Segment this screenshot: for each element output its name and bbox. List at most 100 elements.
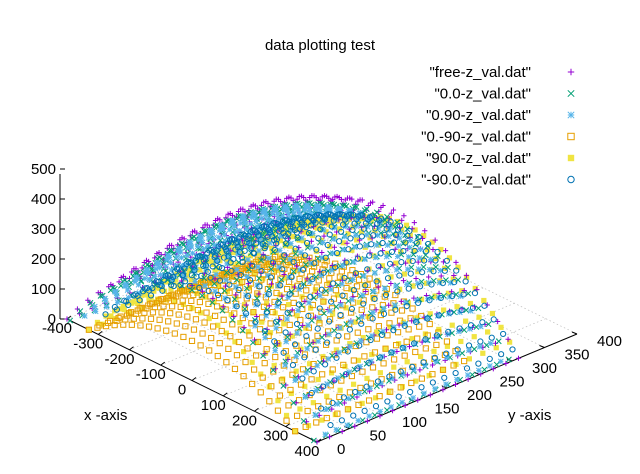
- data-point: [201, 275, 208, 282]
- data-point: [312, 346, 319, 353]
- data-point: [308, 238, 315, 244]
- data-point: [133, 266, 139, 272]
- data-point: [420, 257, 426, 263]
- data-point: [390, 207, 397, 213]
- data-point: [400, 371, 406, 377]
- data-point: [253, 301, 260, 308]
- data-point: [364, 418, 370, 424]
- data-point: [345, 231, 351, 237]
- data-point: [273, 289, 280, 297]
- data-point: [395, 243, 402, 249]
- data-point: [167, 310, 174, 317]
- data-point: [505, 356, 512, 363]
- data-point: [245, 293, 252, 300]
- data-point: [338, 377, 345, 384]
- data-point: [344, 333, 351, 340]
- data-point: [216, 340, 223, 347]
- data-point: [326, 331, 333, 338]
- data-point: [199, 239, 206, 246]
- y-tick-label: 350: [565, 347, 590, 364]
- data-point: [412, 348, 419, 356]
- data-point: [265, 332, 272, 339]
- data-point: [277, 282, 284, 289]
- data-point: [339, 428, 345, 435]
- data-point: [288, 390, 294, 397]
- data-point: [307, 210, 314, 217]
- data-point: [236, 249, 244, 256]
- data-point: [159, 295, 166, 303]
- data-point: [233, 352, 241, 359]
- data-point: [349, 267, 356, 274]
- data-point: [159, 287, 166, 294]
- data-point: [404, 372, 410, 378]
- data-point: [198, 235, 205, 241]
- data-point: [354, 329, 361, 336]
- data-point: [391, 302, 398, 309]
- data-point: [157, 282, 164, 289]
- data-point: [132, 310, 139, 317]
- data-point: [359, 211, 366, 219]
- data-point: [449, 292, 456, 300]
- data-point: [382, 291, 390, 298]
- data-point: [190, 326, 198, 333]
- data-point: [374, 378, 382, 385]
- data-point: [210, 295, 216, 301]
- data-point: [214, 257, 221, 264]
- data-point: [378, 308, 385, 315]
- data-point: [265, 272, 271, 279]
- data-point: [326, 231, 333, 238]
- data-point: [373, 307, 379, 313]
- data-point: [400, 278, 407, 284]
- y-tick-label: 200: [467, 387, 492, 404]
- data-point: [188, 277, 194, 283]
- data-point: [263, 300, 270, 306]
- data-point: [417, 283, 424, 290]
- data-point: [242, 232, 249, 240]
- data-point: [197, 267, 203, 273]
- data-point: [204, 268, 211, 275]
- data-point: [321, 220, 327, 226]
- data-point: [313, 224, 319, 231]
- data-point: [285, 210, 292, 217]
- data-point: [314, 362, 321, 369]
- data-point: [327, 207, 334, 214]
- data-point: [177, 281, 184, 288]
- data-point: [229, 217, 236, 224]
- data-point: [386, 227, 393, 234]
- data-point: [154, 325, 161, 332]
- data-point: [350, 287, 357, 294]
- data-point: [439, 280, 446, 287]
- data-point: [184, 313, 191, 320]
- data-point: [223, 330, 229, 336]
- data-point: [413, 239, 420, 247]
- data-point: [381, 293, 388, 300]
- data-point: [371, 412, 378, 419]
- data-point: [301, 354, 308, 361]
- data-point: [236, 227, 243, 234]
- data-point: [240, 373, 247, 380]
- legend-entry-marker: [567, 154, 575, 162]
- data-point: [291, 233, 297, 240]
- data-point: [199, 288, 206, 294]
- data-point: [252, 318, 259, 325]
- data-point: [369, 364, 377, 371]
- data-point: [415, 233, 422, 241]
- data-point: [341, 400, 347, 406]
- z-tick-label: 400: [31, 191, 56, 208]
- data-point: [415, 269, 421, 275]
- data-point: [338, 301, 344, 308]
- data-point: [371, 270, 378, 276]
- data-point: [404, 266, 411, 273]
- data-point: [260, 254, 267, 261]
- data-point: [338, 417, 345, 424]
- y-tick-mark: [571, 331, 578, 335]
- data-point: [337, 311, 344, 319]
- data-point: [287, 260, 293, 266]
- data-point: [305, 242, 311, 248]
- data-point: [222, 238, 229, 245]
- x-tick-label: 0: [178, 382, 186, 399]
- data-point: [489, 310, 496, 317]
- data-point: [334, 410, 341, 417]
- data-point: [485, 329, 491, 335]
- data-point: [432, 358, 439, 365]
